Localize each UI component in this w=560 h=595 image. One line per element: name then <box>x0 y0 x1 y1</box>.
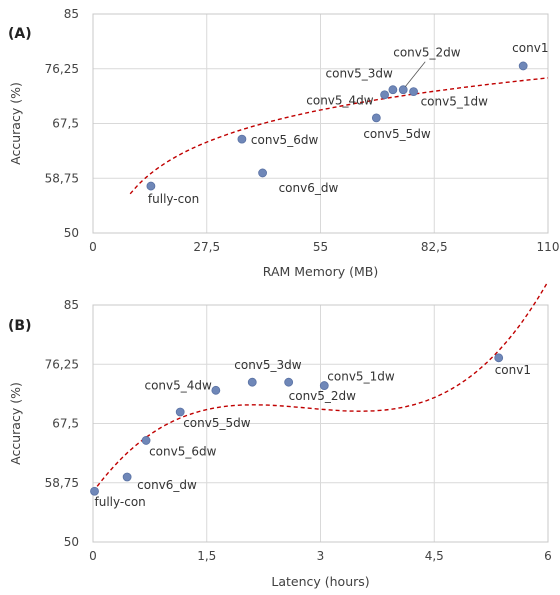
panel-b-x-tick-label: 4,5 <box>425 549 444 563</box>
panel-b-y-axis-title: Accuracy (%) <box>8 382 23 465</box>
panel-a-y-tick-label: 50 <box>64 226 79 240</box>
panel-b-point-label: conv1 <box>495 363 531 377</box>
panel-a-trendline <box>129 77 549 195</box>
panel-a-point-label: conv5_1dw <box>421 95 489 109</box>
panel-a-point-label: fully-con <box>148 192 199 206</box>
panel-a-x-tick-label: 110 <box>537 240 560 254</box>
panel-a-point-conv5-3dw <box>388 85 398 95</box>
panel-a-point-label: conv5_3dw <box>326 67 394 81</box>
panel-a-x-axis-title: RAM Memory (MB) <box>263 264 378 279</box>
panel-a-y-tick-label: 58,75 <box>45 171 79 185</box>
panel-a-y-axis-title: Accuracy (%) <box>8 82 23 165</box>
panel-a-point-conv1 <box>518 61 528 71</box>
panel-a-point-conv5-5dw <box>371 113 381 123</box>
panel-b-point-label: conv6_dw <box>137 478 197 492</box>
panel-a-point-conv5-4dw <box>380 90 390 100</box>
panel-b-point-conv5-4dw <box>211 385 221 395</box>
panel-b-label: (B) <box>8 318 31 334</box>
panel-a-point-conv5-1dw <box>409 87 418 96</box>
panel-a-point-conv5-2dw <box>398 85 408 95</box>
panel-a-point-fully-con <box>146 181 156 191</box>
panel-a-point-conv5-6dw <box>237 134 247 144</box>
panel-a-point-label: conv5_2dw <box>393 46 461 60</box>
panel-b-y-tick-label: 85 <box>64 298 79 312</box>
panel-b-point-label: conv5_1dw <box>327 370 395 384</box>
panel-a-y-tick-label: 85 <box>64 7 79 21</box>
panel-a-point-conv6-dw <box>258 168 267 178</box>
panel-a-point-label: conv5_4dw <box>306 94 374 108</box>
panel-a-y-tick-label: 67,5 <box>52 117 79 131</box>
panel-a-x-tick-label: 0 <box>89 240 97 254</box>
panel-b-point-conv5-3dw <box>247 377 257 387</box>
panel-b-x-tick-label: 1,5 <box>197 549 216 563</box>
panel-b-y-tick-label: 58,75 <box>45 476 79 490</box>
panel-a-x-tick-label: 27,5 <box>193 240 220 254</box>
panel-b-point-conv6-dw <box>122 472 132 482</box>
panel-a-x-tick-label: 82,5 <box>421 240 448 254</box>
panel-b-point-conv5-6dw <box>141 436 151 445</box>
panel-a-point-label: conv5_6dw <box>251 133 319 147</box>
panel-a-label: (A) <box>8 26 32 42</box>
panel-b-point-label: conv5_5dw <box>183 416 251 430</box>
panel-b-point-fully-con <box>90 486 99 496</box>
panel-b-y-tick-label: 67,5 <box>52 417 79 431</box>
panel-b-y-tick-label: 50 <box>64 535 79 549</box>
panel-b-point-conv5-5dw <box>175 407 185 417</box>
panel-b-x-tick-label: 0 <box>89 549 97 563</box>
panel-b-point-conv1 <box>494 353 504 363</box>
panel-a-plot-frame <box>92 13 549 234</box>
panel-b-x-tick-label: 3 <box>317 549 325 563</box>
panel-b-point-label: fully-con <box>95 495 146 509</box>
panel-b-y-tick-label: 76,25 <box>45 357 79 371</box>
panel-a-point-label: conv5_5dw <box>363 127 431 141</box>
panel-b-point-label: conv5_3dw <box>234 358 302 372</box>
panel-a-point-label: conv1 <box>512 41 548 55</box>
panel-b-x-tick-label: 6 <box>544 549 552 563</box>
panel-b-plot-frame <box>92 304 549 543</box>
panel-a-leader-line <box>404 61 426 87</box>
panel-b-point-conv5-1dw <box>319 381 329 390</box>
panel-a-x-tick-label: 55 <box>313 240 328 254</box>
panel-b-point-label: conv5_2dw <box>289 389 357 403</box>
panel-b-x-axis-title: Latency (hours) <box>271 574 369 589</box>
panel-b-point-conv5-2dw <box>284 377 294 387</box>
panel-b-point-label: conv5_4dw <box>144 378 212 392</box>
panel-a-point-label: conv6_dw <box>279 181 339 195</box>
panel-a-y-tick-label: 76,25 <box>45 62 79 76</box>
panel-b-point-label: conv5_6dw <box>149 444 217 458</box>
